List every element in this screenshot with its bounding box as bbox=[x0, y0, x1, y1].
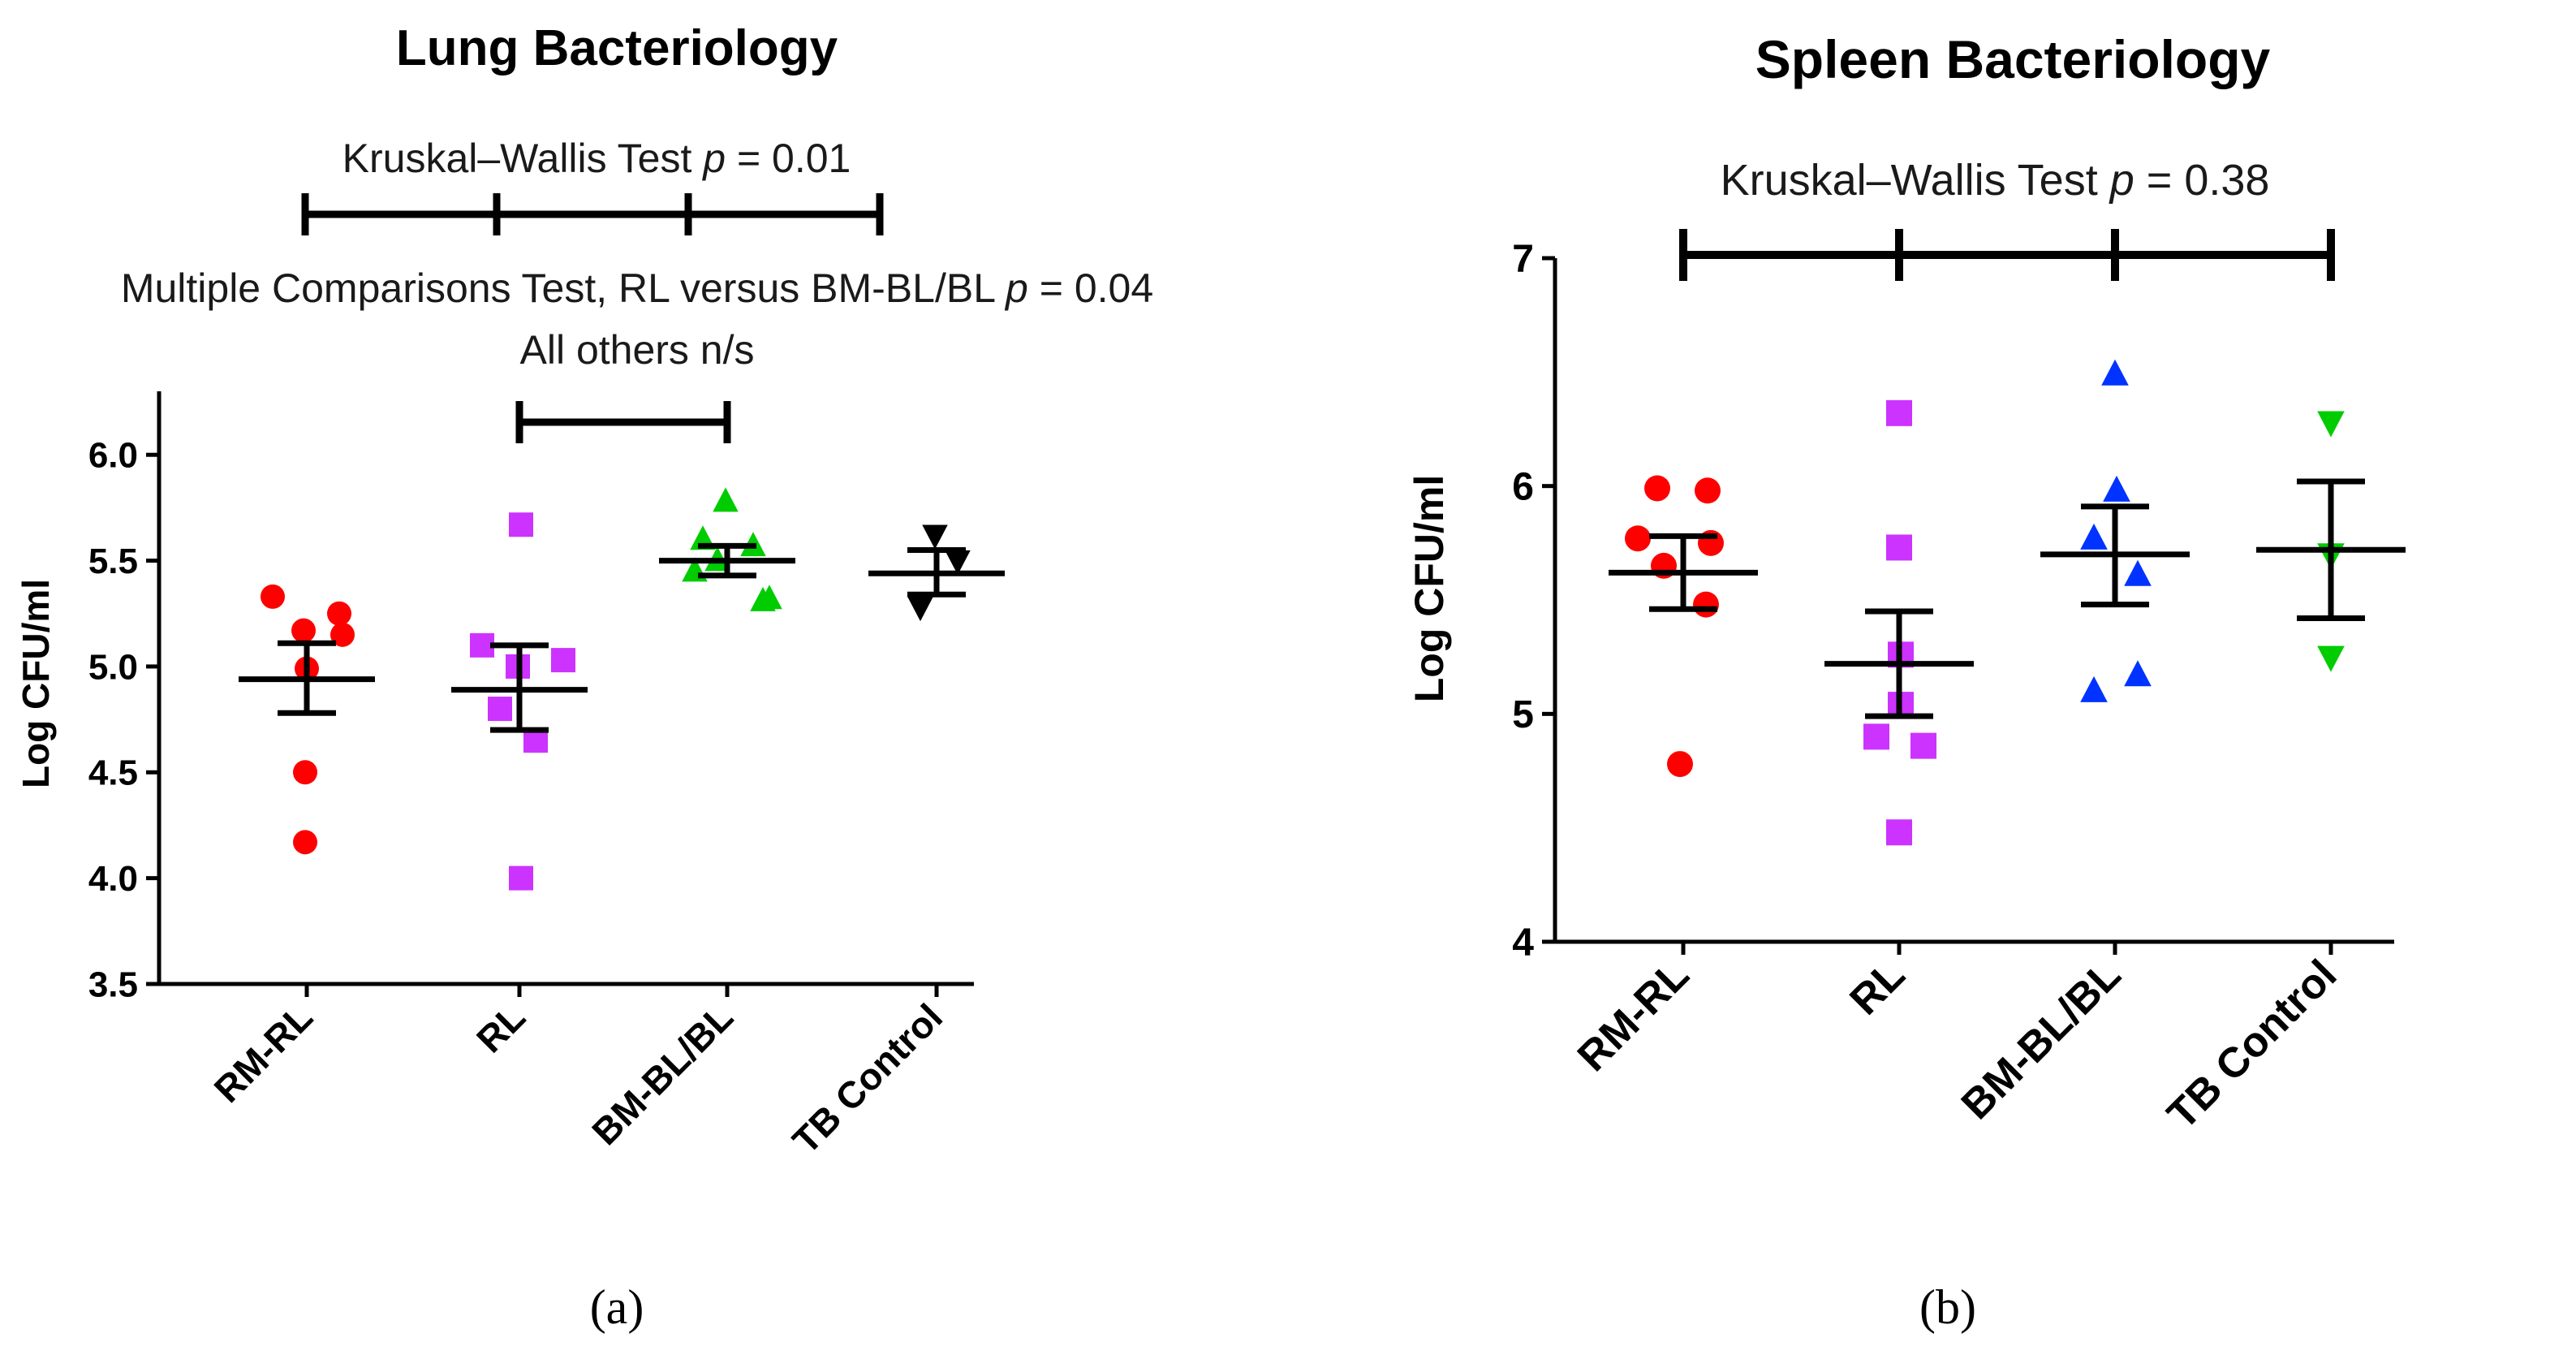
data-point bbox=[330, 622, 355, 647]
spleen-chart-title: Spleen Bacteriology bbox=[1755, 29, 2271, 89]
lung-kw-annotation: Kruskal–Wallis Test p = 0.01 bbox=[342, 136, 851, 181]
spleen-chart: Spleen Bacteriology Kruskal–Wallis Test … bbox=[1406, 29, 2406, 1334]
data-point bbox=[2124, 660, 2152, 687]
data-point bbox=[1886, 399, 1912, 426]
x-tick-label: RM-RL bbox=[206, 995, 321, 1111]
y-tick-label: 3.5 bbox=[88, 964, 138, 1004]
data-point bbox=[1625, 525, 1651, 552]
spleen-x-ticks: RM-RL RL BM-BL/BL TB Control bbox=[1569, 942, 2346, 1138]
x-tick-label: BM-BL/BL bbox=[1953, 951, 2130, 1128]
x-tick-label: RL bbox=[1841, 951, 1914, 1024]
y-tick-label: 5.5 bbox=[88, 542, 138, 581]
spleen-y-axis-label: Log CFU/ml bbox=[1406, 475, 1452, 703]
data-point bbox=[922, 524, 948, 550]
data-point bbox=[1667, 751, 1693, 778]
data-point bbox=[488, 697, 512, 722]
data-point bbox=[2101, 359, 2129, 386]
data-point bbox=[1695, 477, 1721, 504]
spleen-panel-label: (b) bbox=[1919, 1280, 1976, 1334]
data-point bbox=[750, 586, 776, 611]
data-point bbox=[509, 512, 533, 537]
x-tick-label: RM-RL bbox=[1569, 951, 1698, 1080]
data-point bbox=[1693, 591, 1719, 618]
data-point bbox=[1886, 819, 1912, 846]
lung-others-annotation: All others n/s bbox=[519, 327, 754, 373]
data-point bbox=[2317, 645, 2345, 672]
data-point bbox=[291, 618, 316, 643]
lung-axes bbox=[157, 391, 974, 986]
data-point bbox=[2080, 675, 2108, 702]
x-tick-label: TB Control bbox=[784, 995, 950, 1162]
data-point bbox=[551, 648, 575, 673]
x-tick-label: RL bbox=[468, 995, 533, 1060]
data-point bbox=[327, 601, 351, 626]
data-point bbox=[713, 487, 739, 512]
data-point bbox=[945, 550, 971, 575]
data-point bbox=[293, 830, 317, 855]
y-tick-label: 4.0 bbox=[88, 859, 138, 899]
x-tick-label: TB Control bbox=[2159, 951, 2346, 1138]
lung-kw-bracket bbox=[301, 193, 884, 235]
data-point bbox=[907, 597, 933, 622]
spleen-kw-annotation: Kruskal–Wallis Test p = 0.38 bbox=[1721, 156, 2270, 205]
data-point bbox=[2080, 523, 2108, 550]
spleen-axes bbox=[1553, 258, 2394, 944]
data-point bbox=[2124, 559, 2152, 586]
y-tick-label: 5.0 bbox=[88, 647, 138, 687]
spleen-kw-bracket bbox=[1679, 229, 2335, 281]
data-point bbox=[2317, 411, 2345, 438]
lung-y-axis-label: Log CFU/ml bbox=[15, 579, 57, 788]
data-point bbox=[1910, 732, 1936, 759]
data-point bbox=[1886, 534, 1912, 561]
lung-chart: Lung Bacteriology Kruskal–Wallis Test p … bbox=[15, 20, 1153, 1334]
y-tick-label: 7 bbox=[1512, 238, 1534, 281]
spleen-y-ticks: 4 5 6 7 bbox=[1512, 238, 1555, 964]
data-point bbox=[2103, 475, 2130, 502]
lung-x-ticks: RM-RL RL BM-BL/BL TB Control bbox=[206, 984, 950, 1162]
data-point bbox=[261, 584, 285, 609]
lung-y-ticks: 3.5 4.0 4.5 5.0 5.5 6.0 bbox=[88, 436, 159, 1004]
lung-mc-bracket bbox=[515, 401, 731, 443]
lung-mc-annotation: Multiple Comparisons Test, RL versus BM-… bbox=[121, 265, 1153, 311]
lung-chart-title: Lung Bacteriology bbox=[396, 20, 838, 76]
x-tick-label: BM-BL/BL bbox=[584, 995, 741, 1153]
data-point bbox=[1644, 475, 1670, 502]
y-tick-label: 5 bbox=[1512, 693, 1534, 736]
spleen-data-marks bbox=[1609, 359, 2406, 846]
y-tick-label: 6.0 bbox=[88, 436, 138, 476]
y-tick-label: 6 bbox=[1512, 465, 1534, 508]
data-point bbox=[509, 865, 533, 891]
lung-panel-label: (a) bbox=[590, 1280, 644, 1334]
y-tick-label: 4.5 bbox=[88, 753, 138, 793]
data-point bbox=[1863, 723, 1889, 750]
data-point bbox=[293, 760, 317, 785]
y-tick-label: 4 bbox=[1512, 921, 1534, 964]
lung-data-marks bbox=[239, 487, 1005, 891]
